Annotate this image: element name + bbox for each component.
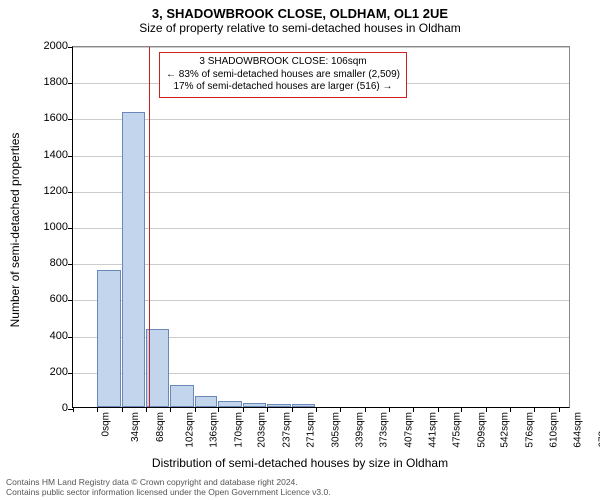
histogram-bar [218,401,241,407]
y-tick-mark [68,192,73,193]
chart-title: 3, SHADOWBROOK CLOSE, OLDHAM, OL1 2UE [0,0,600,21]
x-tick-mark [122,407,123,412]
x-tick-mark [73,407,74,412]
annotation-line: 17% of semi-detached houses are larger (… [166,81,400,94]
plot-area: 3 SHADOWBROOK CLOSE: 106sqm← 83% of semi… [72,46,570,408]
x-tick-label: 576sqm [524,412,535,448]
x-tick-label: 373sqm [379,412,390,448]
y-tick-label: 2000 [28,40,68,52]
histogram-bar [267,404,290,407]
x-tick-label: 305sqm [330,412,341,448]
gridline [73,47,569,48]
x-tick-label: 0sqm [100,412,111,436]
histogram-bar [97,270,120,407]
y-tick-label: 1000 [28,221,68,233]
footer-line-2: Contains public sector information licen… [6,488,331,498]
x-tick-label: 136sqm [209,412,220,448]
y-tick-mark [68,337,73,338]
x-tick-label: 203sqm [257,412,268,448]
y-tick-label: 1600 [28,112,68,124]
x-tick-label: 34sqm [130,412,141,442]
y-tick-mark [68,373,73,374]
y-tick-label: 1200 [28,185,68,197]
x-tick-mark [97,407,98,412]
x-tick-label: 542sqm [500,412,511,448]
x-axis-label: Distribution of semi-detached houses by … [0,456,600,470]
y-tick-label: 0 [28,402,68,414]
y-tick-mark [68,47,73,48]
gridline [73,300,569,301]
y-tick-mark [68,300,73,301]
y-tick-label: 1800 [28,76,68,88]
y-tick-mark [68,264,73,265]
x-tick-label: 339sqm [354,412,365,448]
x-tick-label: 644sqm [573,412,584,448]
x-tick-label: 610sqm [549,412,560,448]
gridline [73,156,569,157]
y-tick-mark [68,228,73,229]
gridline [73,192,569,193]
x-tick-label: 170sqm [233,412,244,448]
gridline [73,119,569,120]
y-tick-mark [68,119,73,120]
annotation-line: 3 SHADOWBROOK CLOSE: 106sqm [166,56,400,69]
y-tick-mark [68,83,73,84]
histogram-bar [243,403,266,407]
y-axis-label: Number of semi-detached properties [8,133,22,328]
gridline [73,264,569,265]
chart-subtitle: Size of property relative to semi-detach… [0,21,600,39]
reference-line [149,47,150,407]
x-tick-label: 271sqm [306,412,317,448]
chart-container: 3, SHADOWBROOK CLOSE, OLDHAM, OL1 2UE Si… [0,0,600,500]
x-tick-mark [146,407,147,412]
x-tick-label: 407sqm [403,412,414,448]
footer-attribution: Contains HM Land Registry data © Crown c… [6,478,331,498]
y-tick-label: 200 [28,366,68,378]
gridline [73,228,569,229]
annotation-box: 3 SHADOWBROOK CLOSE: 106sqm← 83% of semi… [159,52,407,98]
y-tick-label: 400 [28,330,68,342]
x-tick-mark [170,407,171,412]
x-tick-label: 102sqm [185,412,196,448]
histogram-bar [170,385,193,407]
y-tick-label: 800 [28,257,68,269]
x-tick-label: 475sqm [452,412,463,448]
x-tick-label: 68sqm [155,412,166,442]
y-tick-label: 600 [28,293,68,305]
y-tick-mark [68,156,73,157]
histogram-bar [195,396,218,407]
histogram-bar [122,112,145,407]
annotation-line: ← 83% of semi-detached houses are smalle… [166,69,400,82]
histogram-bar [292,404,315,407]
x-tick-label: 509sqm [476,412,487,448]
x-tick-label: 237sqm [281,412,292,448]
y-tick-label: 1400 [28,149,68,161]
x-tick-label: 441sqm [428,412,439,448]
